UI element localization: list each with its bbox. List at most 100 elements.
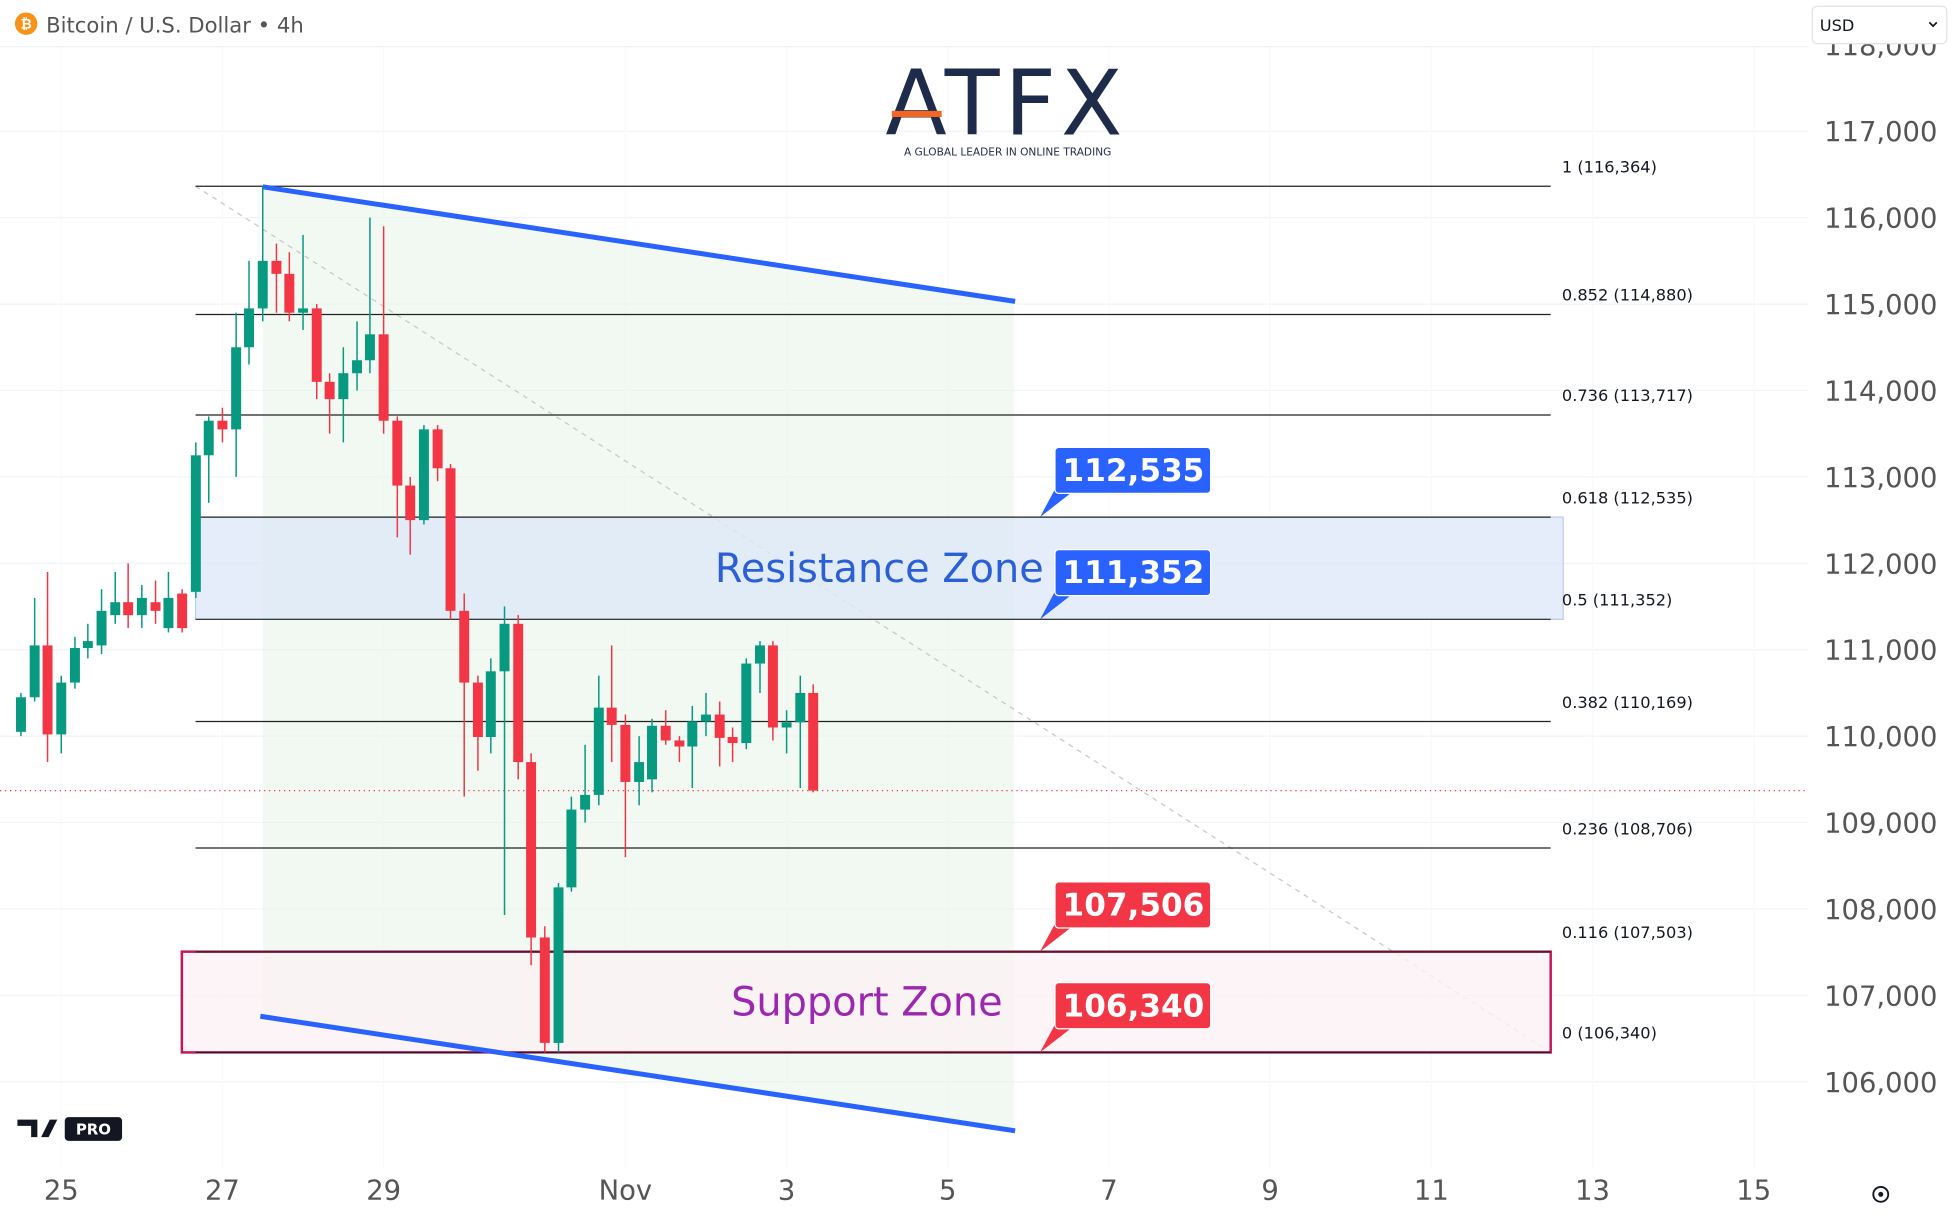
callout-label: 111,352	[1063, 555, 1205, 591]
logo-accent	[891, 110, 942, 118]
candle-body	[727, 737, 738, 744]
candle-body	[781, 722, 792, 728]
candle-body	[445, 468, 456, 611]
candle-body	[472, 682, 483, 738]
candles	[15, 186, 819, 1053]
candle-body	[647, 725, 657, 780]
chart-title: Bitcoin / U.S. Dollar • 4h	[46, 12, 304, 37]
candle-body	[29, 645, 40, 698]
x-tick-label: 11	[1414, 1175, 1449, 1206]
candle-body	[539, 937, 550, 1043]
fib-label: 0.5 (111,352)	[1562, 591, 1672, 610]
callout-label: 107,506	[1063, 888, 1205, 924]
y-tick-label: 117,000	[1824, 117, 1937, 148]
y-tick-label: 107,000	[1824, 981, 1937, 1012]
candle-body	[150, 602, 161, 611]
candle-body	[231, 347, 242, 430]
candle-body	[432, 429, 443, 469]
range-shade	[262, 186, 1014, 1131]
x-tick-label: 7	[1100, 1175, 1117, 1206]
candle-body	[485, 671, 496, 738]
candle-body	[378, 334, 389, 421]
candle-body	[177, 593, 188, 629]
candle-body	[741, 663, 752, 744]
candle-body	[271, 260, 282, 274]
candle-body	[660, 725, 671, 741]
candle-body	[163, 597, 174, 629]
candle-body	[82, 641, 93, 649]
btc-icon-glyph: ₿	[21, 17, 32, 33]
y-tick-label: 115,000	[1824, 290, 1937, 321]
x-tick-label: 29	[366, 1175, 401, 1206]
currency-select[interactable]	[1811, 5, 1948, 45]
x-tick-label: 5	[939, 1175, 956, 1206]
fib-label: 0.618 (112,535)	[1562, 488, 1693, 507]
candle-body	[217, 420, 228, 430]
candle-body	[364, 334, 375, 361]
callout-label: 106,340	[1063, 988, 1205, 1024]
x-tick-label: 15	[1736, 1175, 1771, 1206]
candle-body	[324, 381, 335, 400]
settings-icon[interactable]	[1872, 1185, 1890, 1203]
candle-body	[298, 308, 309, 313]
y-tick-label: 114,000	[1824, 376, 1937, 407]
fib-label: 0.382 (110,169)	[1562, 693, 1693, 712]
fib-label: 0.116 (107,503)	[1562, 923, 1693, 942]
settings-icon-dot[interactable]	[1878, 1191, 1884, 1197]
fib-label: 0.236 (108,706)	[1562, 819, 1693, 838]
currency-caret[interactable]	[1928, 21, 1938, 28]
x-tick-label: 9	[1261, 1175, 1278, 1206]
candle-body	[352, 360, 363, 374]
candle-body	[593, 707, 604, 795]
callout-box	[1054, 982, 1212, 1030]
y-tick-label: 112,000	[1824, 549, 1937, 580]
candle-body	[123, 602, 134, 616]
candle-body	[513, 623, 524, 763]
candle-body	[499, 623, 510, 672]
candle-body	[767, 645, 778, 728]
zone-label: Resistance Zone	[715, 546, 1044, 592]
candle-body	[392, 420, 403, 486]
callout-label: 112,535	[1063, 453, 1205, 489]
candle-body	[795, 692, 806, 723]
y-tick-label: 108,000	[1824, 895, 1937, 926]
candle-body	[15, 697, 26, 732]
candle-body	[606, 707, 617, 725]
candle-body	[338, 373, 349, 400]
x-tick-label: 13	[1575, 1175, 1610, 1206]
candle-body	[96, 610, 107, 646]
y-tick-label: 110,000	[1824, 722, 1937, 753]
logo-tagline: A GLOBAL LEADER IN ONLINE TRADING	[904, 147, 1111, 159]
candle-body	[566, 809, 577, 888]
zone-label: Support Zone	[731, 980, 1003, 1026]
candle-body	[687, 721, 698, 747]
candle-body	[405, 485, 416, 521]
drawings	[0, 184, 1809, 1134]
fib-label: 0 (106,340)	[1562, 1024, 1657, 1043]
pro-badge-text: PRO	[76, 1121, 111, 1139]
candle-body	[284, 273, 295, 313]
candle-body	[110, 602, 121, 616]
candle-body	[634, 762, 645, 782]
trend-lower	[259, 1013, 1016, 1134]
candle-body	[674, 740, 685, 747]
y-tick-label: 116,000	[1824, 204, 1937, 235]
callout-box	[1054, 446, 1212, 495]
candle-body	[56, 682, 67, 735]
candle-body	[620, 724, 631, 782]
candle-body	[701, 714, 711, 722]
candle-body	[526, 762, 537, 938]
x-tick-label: Nov	[599, 1175, 652, 1206]
x-tick-label: 3	[778, 1175, 795, 1206]
y-tick-label: 109,000	[1824, 809, 1937, 840]
x-tick-label: 27	[205, 1175, 240, 1206]
candle-body	[190, 455, 201, 592]
y-tick-label: 111,000	[1824, 636, 1937, 667]
candle-body	[459, 610, 470, 683]
overlay: 106,000 107,000 108,000 109,000 110,000 111,0…	[44, 31, 1938, 1207]
zone	[180, 950, 1552, 1054]
candle-body	[136, 597, 147, 616]
currency-label[interactable]: USD	[1820, 16, 1855, 35]
